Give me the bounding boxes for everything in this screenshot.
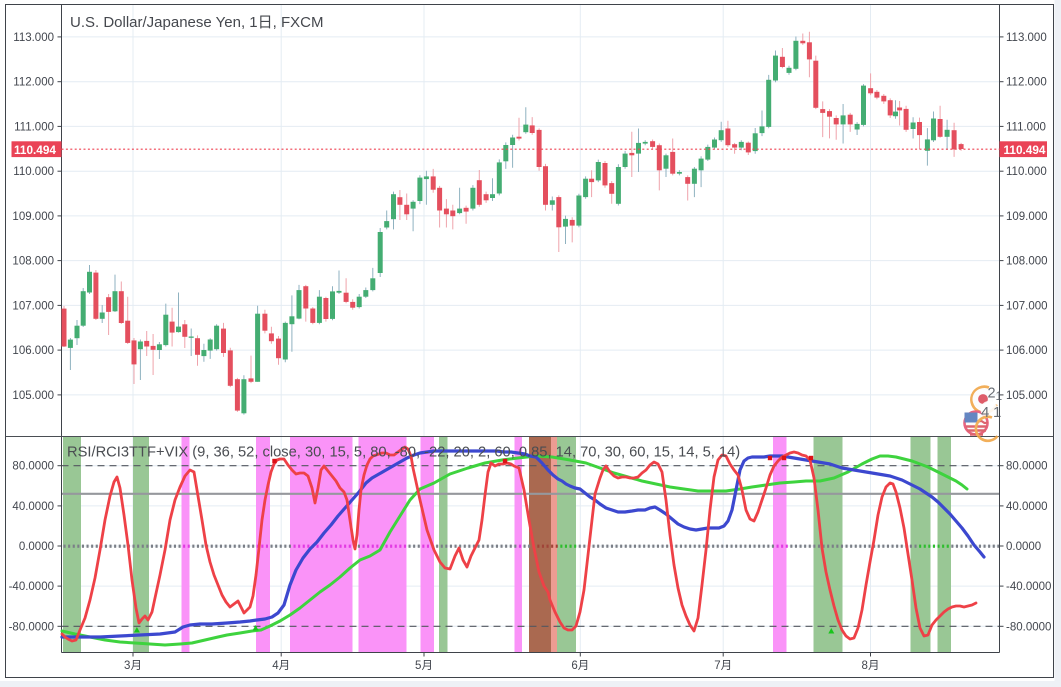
svg-text:113.000: 113.000 <box>13 32 54 44</box>
svg-text:108.000: 108.000 <box>12 256 54 268</box>
svg-text:-40.0000: -40.0000 <box>9 581 54 593</box>
svg-text:80.0000: 80.0000 <box>12 461 54 473</box>
svg-text:108.000: 108.000 <box>1006 256 1048 268</box>
svg-text:113.000: 113.000 <box>1006 32 1047 44</box>
svg-text:0.0000: 0.0000 <box>1006 541 1041 553</box>
svg-text:110.000: 110.000 <box>1006 166 1047 178</box>
svg-text:2: 2 <box>988 386 996 402</box>
svg-text:112.000: 112.000 <box>13 77 54 89</box>
svg-text:1: 1 <box>993 404 1001 421</box>
svg-text:40.0000: 40.0000 <box>12 501 54 513</box>
svg-text:5月: 5月 <box>415 660 433 672</box>
svg-text:0.0000: 0.0000 <box>19 541 54 553</box>
svg-text:109.000: 109.000 <box>12 211 54 223</box>
svg-text:105.000: 105.000 <box>12 390 54 402</box>
svg-text:109.000: 109.000 <box>1006 211 1048 223</box>
svg-text:112.000: 112.000 <box>1006 77 1047 89</box>
svg-text:111.000: 111.000 <box>14 121 54 133</box>
svg-text:4: 4 <box>981 404 989 421</box>
svg-text:3月: 3月 <box>124 660 142 672</box>
svg-text:40.0000: 40.0000 <box>1006 501 1048 513</box>
svg-text:111.000: 111.000 <box>1006 121 1046 133</box>
svg-text:110.494: 110.494 <box>1004 143 1046 157</box>
svg-text:-80.0000: -80.0000 <box>9 621 54 633</box>
svg-text:8月: 8月 <box>862 660 880 672</box>
svg-text:105.000: 105.000 <box>1006 390 1048 402</box>
svg-text:-80.0000: -80.0000 <box>1006 621 1051 633</box>
svg-text:110.494: 110.494 <box>14 143 56 157</box>
svg-text:4月: 4月 <box>272 660 290 672</box>
svg-text:U.S. Dollar/Japanese Yen, 1日,: U.S. Dollar/Japanese Yen, 1日, FXCM <box>70 14 323 31</box>
svg-text:106.000: 106.000 <box>12 345 54 357</box>
svg-text:6月: 6月 <box>571 660 589 672</box>
svg-text:107.000: 107.000 <box>12 300 54 312</box>
svg-text:-40.0000: -40.0000 <box>1006 581 1051 593</box>
svg-text:107.000: 107.000 <box>1006 300 1048 312</box>
svg-text:RSI/RCI3TTF+VIX (9, 36, 52, cl: RSI/RCI3TTF+VIX (9, 36, 52, close, 30, 1… <box>67 445 740 461</box>
svg-text:7月: 7月 <box>714 660 732 672</box>
svg-text:106.000: 106.000 <box>1006 345 1048 357</box>
svg-text:110.000: 110.000 <box>13 166 54 178</box>
svg-text:1: 1 <box>996 389 1003 403</box>
svg-text:80.0000: 80.0000 <box>1006 461 1048 473</box>
